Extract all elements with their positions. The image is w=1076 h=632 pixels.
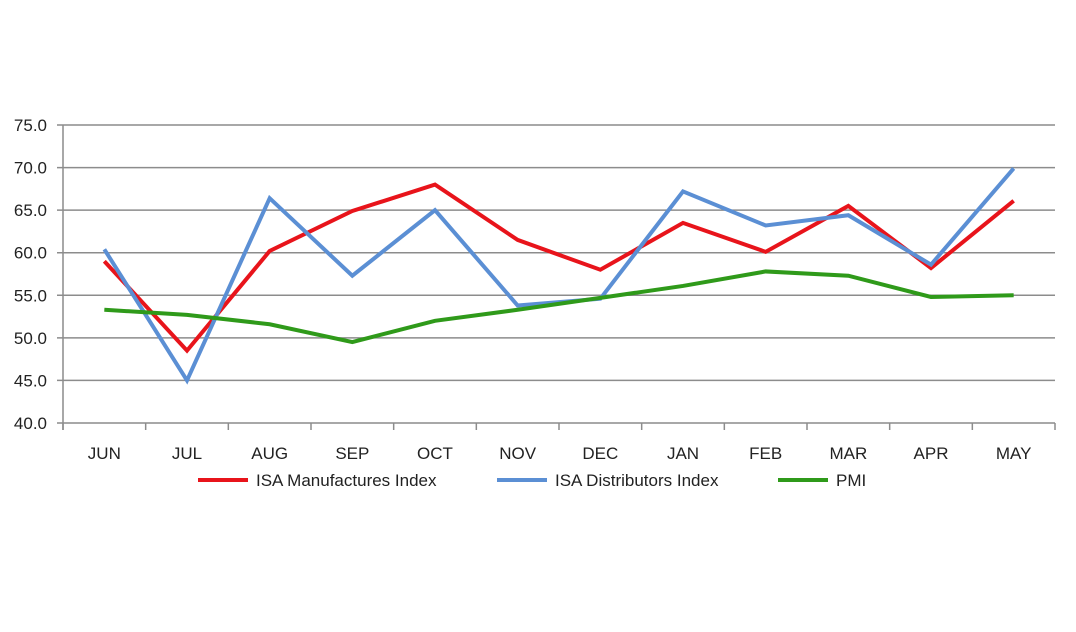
x-tick-label: MAR xyxy=(829,444,867,463)
y-tick-label: 55.0 xyxy=(14,286,47,305)
x-tick-label: APR xyxy=(914,444,949,463)
x-tick-label: DEC xyxy=(582,444,618,463)
legend-label: PMI xyxy=(836,471,866,490)
y-tick-label: 50.0 xyxy=(14,329,47,348)
series-line-1 xyxy=(102,167,1016,385)
legend-label: ISA Manufactures Index xyxy=(256,471,437,490)
y-tick-label: 45.0 xyxy=(14,371,47,390)
y-tick-label: 75.0 xyxy=(14,116,47,135)
y-tick-label: 40.0 xyxy=(14,414,47,433)
series-line-2 xyxy=(104,269,1014,345)
y-tick-label: 70.0 xyxy=(14,159,47,178)
x-tick-label: SEP xyxy=(335,444,369,463)
x-tick-label: NOV xyxy=(499,444,537,463)
legend-label: ISA Distributors Index xyxy=(555,471,719,490)
x-tick-label: JUL xyxy=(172,444,202,463)
series-line-0 xyxy=(102,182,1015,354)
x-tick-label: JUN xyxy=(88,444,121,463)
y-tick-label: 65.0 xyxy=(14,201,47,220)
x-tick-label: MAY xyxy=(996,444,1032,463)
x-tick-label: JAN xyxy=(667,444,699,463)
x-tick-label: AUG xyxy=(251,444,288,463)
x-tick-label: FEB xyxy=(749,444,782,463)
x-tick-label: OCT xyxy=(417,444,453,463)
y-tick-label: 60.0 xyxy=(14,244,47,263)
